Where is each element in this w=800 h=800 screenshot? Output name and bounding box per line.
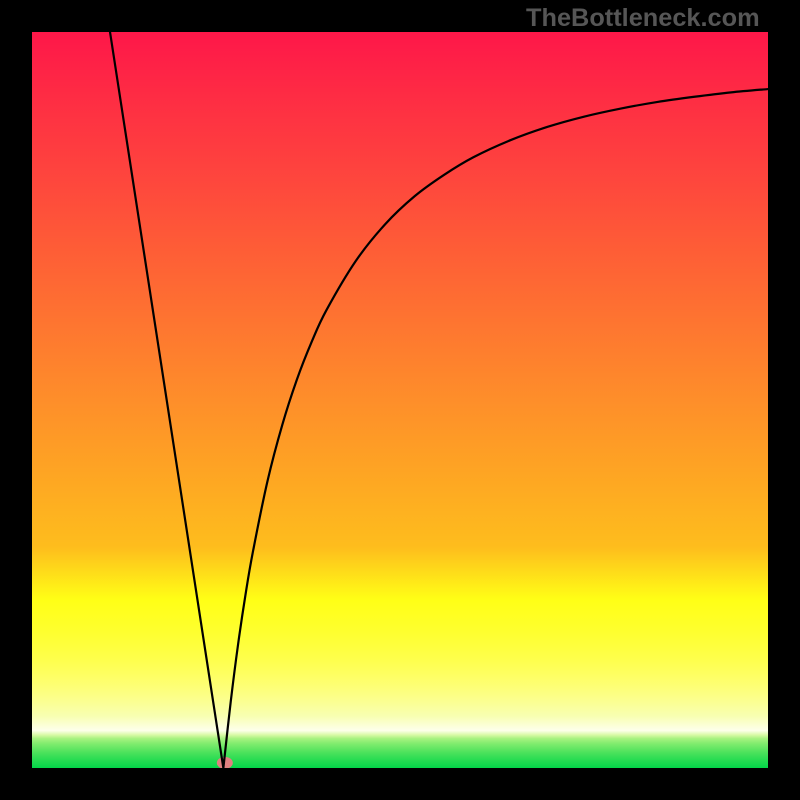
frame-right [768, 0, 800, 800]
frame-bottom [0, 768, 800, 800]
watermark-text: TheBottleneck.com [526, 4, 760, 33]
plot-background [32, 32, 768, 768]
chart-svg [0, 0, 800, 800]
bottleneck-curve [110, 32, 768, 768]
chart-root: TheBottleneck.com [0, 0, 800, 800]
frame-left [0, 0, 32, 800]
